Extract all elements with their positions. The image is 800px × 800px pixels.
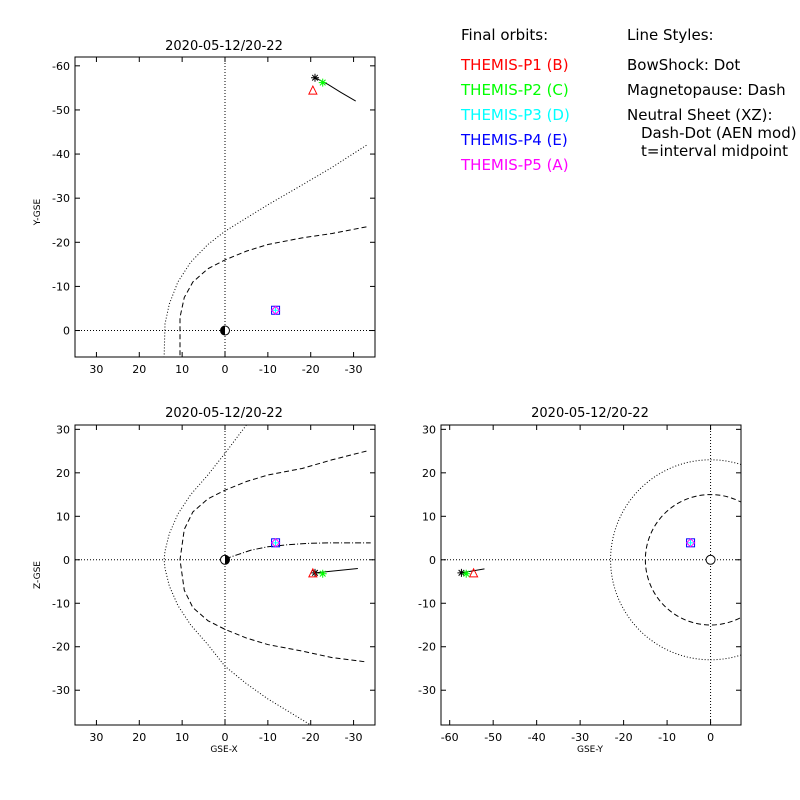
legend-probe-p2: THEMIS-P2 (C) (460, 81, 569, 99)
y-tick-label: 20 (422, 467, 436, 480)
x-tick-label: -20 (302, 731, 320, 744)
y-tick-label: -10 (52, 597, 70, 610)
y-tick-label: -30 (52, 192, 70, 205)
earth-night-side (220, 326, 225, 336)
y-tick-label: -10 (418, 597, 436, 610)
y-tick-label: -10 (52, 280, 70, 293)
x-tick-label: -40 (528, 731, 546, 744)
probe-marker-3 (271, 538, 280, 547)
probe-marker-1 (308, 84, 318, 95)
legend-probe-p5: THEMIS-P5 (A) (460, 156, 569, 174)
panel-xy: 2020-05-12/20-22 Y-GSE 30 20 10 0 -10 -20 -30 0… (33, 39, 376, 376)
panel-yz-xlabel: GSE-Y (577, 745, 604, 755)
x-tick-label: -30 (345, 731, 363, 744)
probe-marker-1 (468, 567, 479, 578)
y-tick-label: 20 (56, 467, 70, 480)
x-tick-label: 20 (132, 363, 146, 376)
earth-night-side (225, 555, 230, 565)
panel-xz-title: 2020-05-12/20-22 (165, 406, 283, 421)
legend-final-orbits-title: Final orbits: (461, 26, 548, 44)
y-tick-label: -30 (52, 684, 70, 697)
x-tick-label: -10 (259, 731, 277, 744)
x-tick-label: -30 (571, 731, 589, 744)
y-tick-label: 30 (56, 423, 70, 436)
x-tick-label: 0 (222, 363, 229, 376)
bow-shock-circle (610, 459, 741, 661)
earth-marker (705, 554, 716, 565)
legend-neutral-sheet-style: Neutral Sheet (XZ): (627, 106, 773, 124)
x-tick-label: 30 (89, 363, 103, 376)
probe-marker-3 (271, 306, 280, 315)
x-tick-label: 10 (175, 731, 189, 744)
orbit-start-marker (457, 568, 466, 577)
x-tick-label: 0 (707, 731, 714, 744)
panel-yz: 2020-05-12/20-22 GSE-Y -60 -50 -40 -30 -20 -1… (418, 406, 742, 755)
y-tick-label: -40 (52, 148, 70, 161)
x-tick-label: -20 (615, 731, 633, 744)
plot-area (441, 425, 741, 725)
legend-final-orbits: Final orbits: THEMIS-P1 (B) THEMIS-P2 (C… (460, 26, 570, 174)
x-tick-label: -20 (302, 363, 320, 376)
x-tick-label: -10 (658, 731, 676, 744)
y-tick-label: 0 (63, 325, 70, 338)
legend-line-styles-title: Line Styles: (627, 26, 714, 44)
y-tick-label: -50 (52, 104, 70, 117)
x-tick-label: -30 (345, 363, 363, 376)
bow-shock-curve (163, 425, 311, 725)
panel-xz: 2020-05-12/20-22 Z-GSE GSE-X 30 20 10 0 -10 -… (33, 406, 376, 755)
plot-area (75, 57, 375, 357)
y-tick-label: -30 (418, 684, 436, 697)
y-tick-label: -20 (418, 641, 436, 654)
y-tick-label: -60 (52, 60, 70, 73)
y-tick-label: -20 (52, 236, 70, 249)
plot-frame (440, 424, 742, 726)
magnetopause-curve (179, 226, 367, 357)
y-tick-label: 0 (429, 554, 436, 567)
y-tick-label: 30 (422, 423, 436, 436)
orbit-start-marker (311, 73, 319, 82)
panel-xz-xlabel: GSE-X (210, 745, 237, 755)
neutral-sheet-curve (224, 542, 371, 560)
panel-xy-ylabel: Y-GSE (33, 199, 43, 227)
legend-time-note: t=interval midpoint (641, 142, 788, 160)
legend-magnetopause-style: Magnetopause: Dash (627, 81, 786, 99)
y-tick-label: -20 (52, 641, 70, 654)
legend-neutral-sheet-model: Dash-Dot (AEN mod) (641, 124, 797, 142)
x-tick-label: -60 (441, 731, 459, 744)
x-tick-label: 30 (89, 731, 103, 744)
bow-shock-curve (163, 144, 367, 357)
plot-area (75, 425, 375, 725)
panel-yz-title: 2020-05-12/20-22 (531, 406, 649, 421)
x-tick-label: 20 (132, 731, 146, 744)
legend-probe-p1: THEMIS-P1 (B) (460, 56, 569, 74)
probe-marker-2 (462, 569, 471, 578)
magnetopause-circle (644, 494, 741, 626)
probe-marker-5 (270, 538, 281, 548)
probe-marker-2 (318, 78, 327, 87)
legend-probe-p3: THEMIS-P3 (D) (460, 106, 570, 124)
panel-xy-title: 2020-05-12/20-22 (165, 39, 283, 54)
x-tick-label: -50 (484, 731, 502, 744)
legend-bowshock-style: BowShock: Dot (627, 56, 740, 74)
probe-marker-2 (318, 569, 327, 578)
probe-marker-3 (686, 538, 695, 547)
y-tick-label: 10 (56, 510, 70, 523)
legend-line-styles: Line Styles: BowShock: Dot Magnetopause:… (627, 26, 797, 160)
x-tick-label: 0 (222, 731, 229, 744)
panel-xz-ylabel: Z-GSE (33, 561, 43, 589)
x-tick-label: -10 (259, 363, 277, 376)
legend-probe-p4: THEMIS-P4 (E) (460, 131, 568, 149)
magnetopause-curve (179, 450, 367, 663)
probe-marker-1 (308, 567, 318, 578)
y-tick-label: 0 (63, 554, 70, 567)
probe-marker-5 (270, 305, 281, 315)
y-tick-label: 10 (422, 510, 436, 523)
x-tick-label: 10 (175, 363, 189, 376)
probe-marker-5 (685, 538, 696, 548)
